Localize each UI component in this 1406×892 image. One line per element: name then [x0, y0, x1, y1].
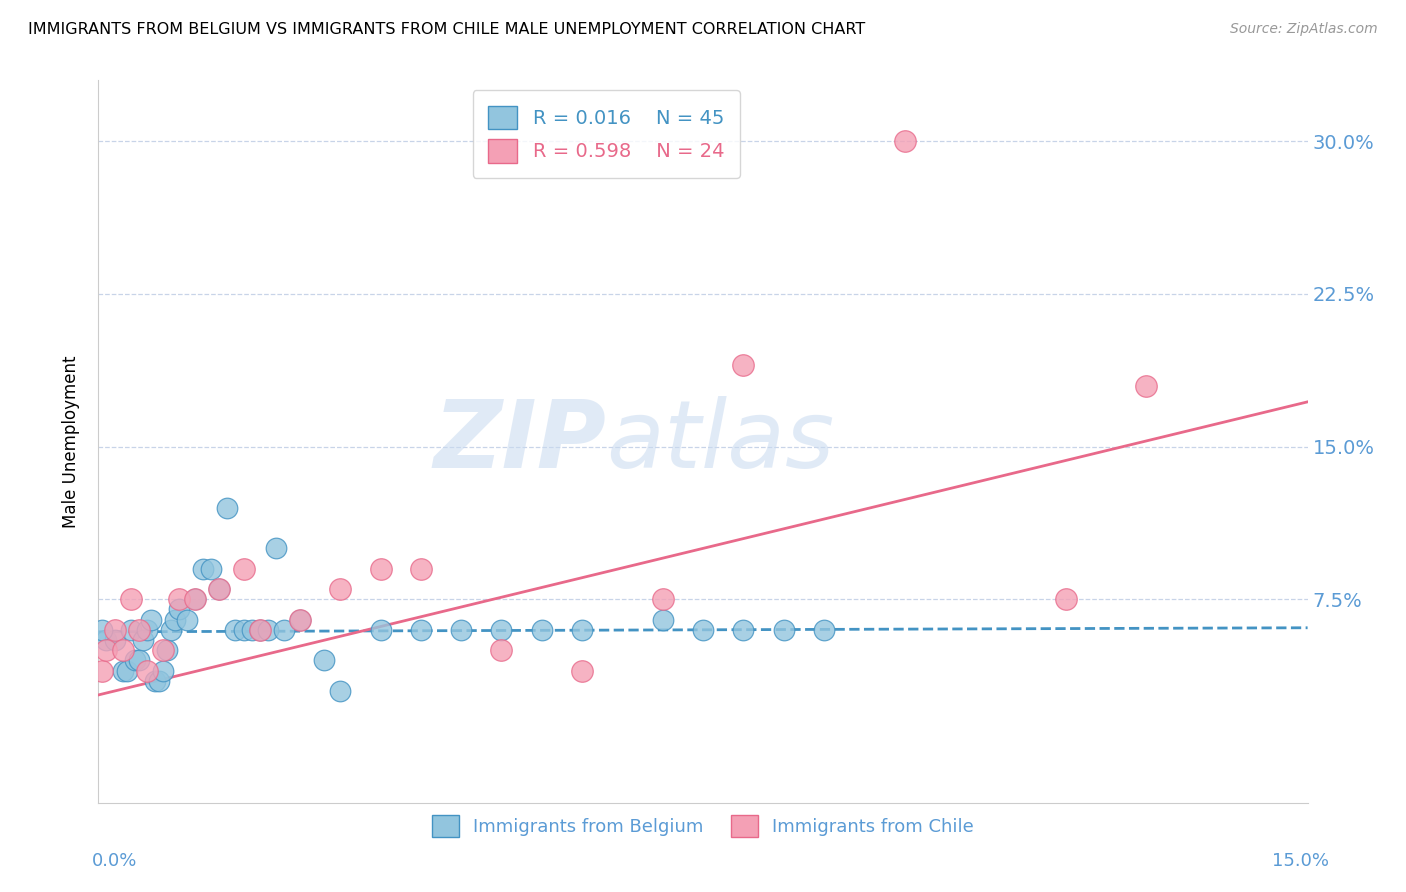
Point: [184, 592, 207, 607]
Point: [208, 582, 231, 596]
Point: [139, 613, 162, 627]
Point: [128, 623, 150, 637]
Point: [156, 643, 179, 657]
Point: [120, 623, 142, 637]
Point: [111, 664, 134, 678]
Point: [167, 602, 190, 616]
Point: [167, 592, 190, 607]
Point: [491, 623, 513, 637]
Point: [91, 623, 114, 637]
Point: [96, 643, 118, 657]
Point: [96, 632, 118, 647]
Point: [120, 592, 142, 607]
Point: [249, 623, 271, 637]
Text: atlas: atlas: [606, 396, 835, 487]
Point: [91, 664, 114, 678]
Point: [329, 684, 352, 698]
Text: ZIP: ZIP: [433, 395, 606, 488]
Point: [143, 673, 166, 688]
Point: [135, 623, 157, 637]
Point: [224, 623, 246, 637]
Point: [733, 358, 755, 372]
Point: [232, 562, 254, 576]
Point: [256, 623, 278, 637]
Point: [249, 623, 271, 637]
Point: [571, 623, 593, 637]
Point: [135, 664, 157, 678]
Point: [450, 623, 472, 637]
Point: [409, 562, 432, 576]
Point: [651, 592, 673, 607]
Point: [163, 613, 186, 627]
Point: [813, 623, 835, 637]
Point: [733, 623, 755, 637]
Point: [651, 613, 673, 627]
Point: [124, 653, 146, 667]
Point: [200, 562, 222, 576]
Point: [491, 643, 513, 657]
Point: [208, 582, 231, 596]
Point: [288, 613, 311, 627]
Text: Source: ZipAtlas.com: Source: ZipAtlas.com: [1230, 22, 1378, 37]
Point: [152, 643, 174, 657]
Point: [111, 643, 134, 657]
Y-axis label: Male Unemployment: Male Unemployment: [62, 355, 80, 528]
Point: [692, 623, 714, 637]
Point: [103, 632, 125, 647]
Point: [103, 623, 125, 637]
Point: [152, 664, 174, 678]
Point: [314, 653, 336, 667]
Point: [1135, 378, 1157, 392]
Point: [370, 623, 392, 637]
Point: [370, 562, 392, 576]
Point: [264, 541, 287, 556]
Point: [184, 592, 207, 607]
Point: [329, 582, 352, 596]
Point: [148, 673, 170, 688]
Point: [893, 134, 915, 148]
Text: IMMIGRANTS FROM BELGIUM VS IMMIGRANTS FROM CHILE MALE UNEMPLOYMENT CORRELATION C: IMMIGRANTS FROM BELGIUM VS IMMIGRANTS FR…: [28, 22, 865, 37]
Legend: Immigrants from Belgium, Immigrants from Chile: Immigrants from Belgium, Immigrants from…: [425, 808, 981, 845]
Point: [288, 613, 311, 627]
Text: 15.0%: 15.0%: [1271, 852, 1329, 870]
Point: [273, 623, 295, 637]
Point: [1054, 592, 1077, 607]
Point: [115, 664, 138, 678]
Point: [232, 623, 254, 637]
Point: [772, 623, 794, 637]
Text: 0.0%: 0.0%: [91, 852, 136, 870]
Point: [176, 613, 198, 627]
Point: [132, 632, 155, 647]
Point: [530, 623, 553, 637]
Point: [160, 623, 183, 637]
Point: [193, 562, 215, 576]
Point: [217, 500, 239, 515]
Point: [240, 623, 263, 637]
Point: [409, 623, 432, 637]
Point: [571, 664, 593, 678]
Point: [128, 653, 150, 667]
